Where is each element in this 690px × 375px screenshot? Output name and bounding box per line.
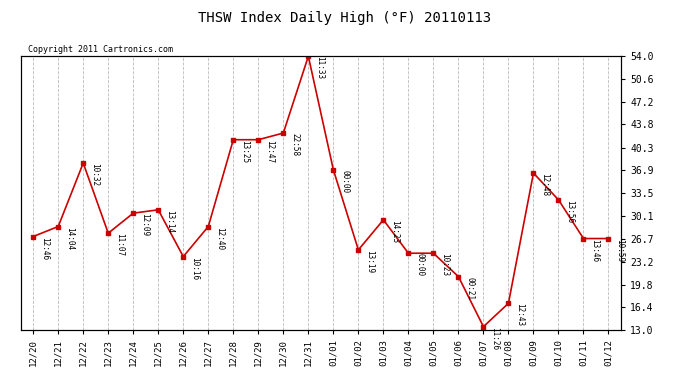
Text: 10:59: 10:59 [615, 238, 624, 262]
Text: 12:43: 12:43 [515, 303, 524, 326]
Text: 11:26: 11:26 [491, 327, 500, 350]
Text: 00:00: 00:00 [415, 253, 424, 276]
Text: Copyright 2011 Cartronics.com: Copyright 2011 Cartronics.com [28, 45, 172, 54]
Text: 14:23: 14:23 [391, 220, 400, 243]
Text: 10:32: 10:32 [90, 163, 99, 186]
Text: 13:56: 13:56 [565, 200, 574, 223]
Text: 12:40: 12:40 [215, 226, 224, 250]
Text: 11:07: 11:07 [115, 233, 124, 256]
Text: 22:58: 22:58 [290, 133, 299, 156]
Text: 13:25: 13:25 [240, 140, 249, 163]
Text: 10:16: 10:16 [190, 256, 199, 280]
Text: 12:48: 12:48 [540, 173, 549, 196]
Text: 13:46: 13:46 [591, 238, 600, 262]
Text: 12:47: 12:47 [265, 140, 274, 163]
Text: 00:00: 00:00 [340, 170, 349, 193]
Text: 13:19: 13:19 [365, 250, 374, 273]
Text: 10:23: 10:23 [440, 253, 449, 276]
Text: 00:21: 00:21 [465, 277, 474, 300]
Text: 12:46: 12:46 [40, 237, 49, 260]
Text: 13:14: 13:14 [165, 210, 174, 233]
Text: THSW Index Daily High (°F) 20110113: THSW Index Daily High (°F) 20110113 [199, 11, 491, 25]
Text: 11:33: 11:33 [315, 56, 324, 80]
Text: 14:04: 14:04 [65, 226, 74, 250]
Text: 12:09: 12:09 [140, 213, 149, 236]
